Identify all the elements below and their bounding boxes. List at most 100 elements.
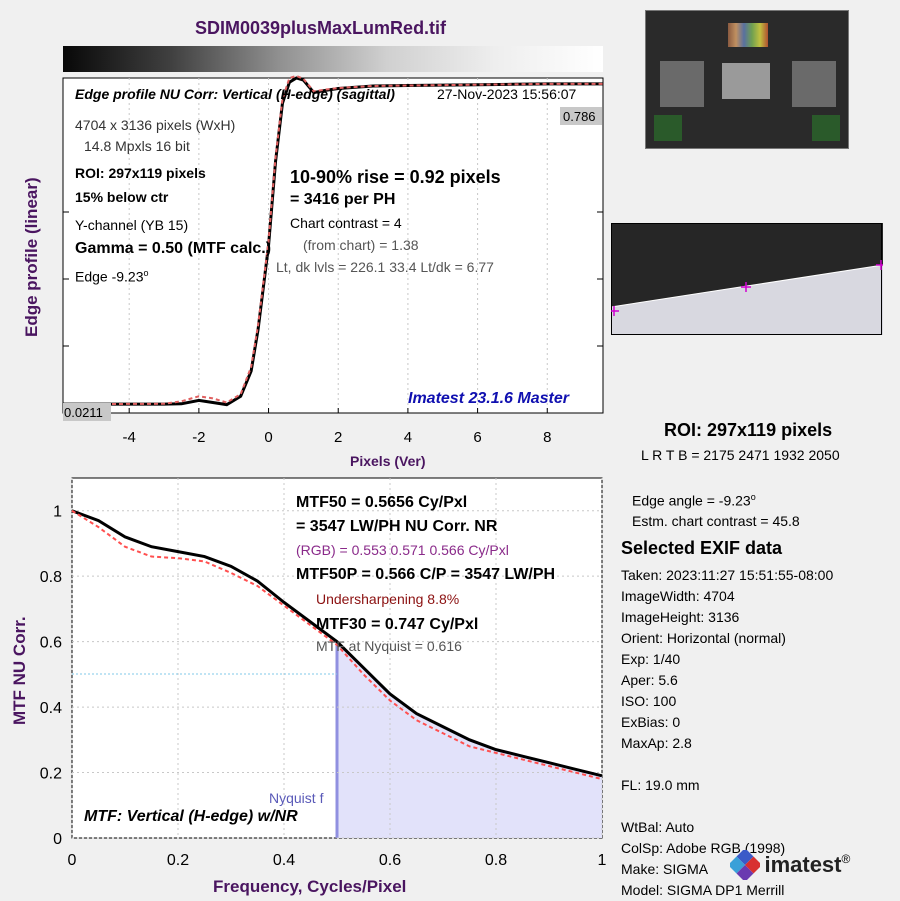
mtf50-text: MTF50 = 0.5656 Cy/Pxl [296,494,468,511]
per-ph-text: = 3416 per PH [290,191,396,208]
imatest-logo: imatest® [728,848,851,882]
edge-series-0 [63,76,603,407]
chart-thumbnail [645,10,849,149]
logo-text: imatest [764,852,842,877]
mtf-xtick-label: 0 [68,852,77,869]
nyq-text: MTF at Nyquist = 0.616 [316,638,462,654]
exif-aper: Aper: 5.6 [621,672,678,688]
roi-contrast: Estm. chart contrast = 45.8 [632,513,800,529]
thumb-center [722,63,770,99]
edge-heading: Edge profile NU Corr: Vertical (H-edge) … [75,86,395,102]
mtf-ytick-label: 0 [53,831,62,848]
edge-tick-label: -4 [123,429,136,446]
exif-fl: FL: 19.0 mm [621,777,700,793]
from-chart: (from chart) = 1.38 [303,237,419,253]
edge-tick-label: 0 [264,429,272,446]
mtf-xtick-label: 1 [598,852,607,869]
roi-edge-angle-value: Edge angle = -9.23 [632,492,751,509]
right-value-box [560,107,602,125]
mtf-series-1 [71,509,603,781]
roi-dark-region [611,223,883,307]
edge-channel: Y-channel (YB 15) [75,217,189,233]
mtf-xlabel: Frequency, Cycles/Pixel [213,877,407,896]
mtf-xtick-label: 0.4 [273,852,295,869]
edge-profile-plot: -4 -2 0 2 4 6 8 [62,74,604,446]
edge-gamma: Gamma = 0.50 (MTF calc.) [75,240,272,257]
edge-angle: Edge -9.23o [75,268,149,285]
edge-tick-label: 8 [543,429,551,446]
thumb-colorchecker [728,23,768,47]
left-value-box [63,403,111,421]
exif-orient: Orient: Horizontal (normal) [621,630,786,646]
lwph-text: = 3547 LW/PH NU Corr. NR [296,518,498,535]
mtf-xtick-label: 0.2 [167,852,189,869]
edge-angle-value: Edge -9.23 [75,268,144,285]
edge-grid [63,78,603,413]
mtf-xtick-label: 0.8 [485,852,507,869]
exif-exp: Exp: 1/40 [621,651,681,667]
edge-tick-label: 4 [404,429,412,446]
exif-iso: ISO: 100 [621,693,677,709]
mtf-grid [71,478,603,839]
under-text: Undersharpening 8.8% [316,591,460,607]
edge-tick-label: -2 [192,429,205,446]
edge-plot-area [62,77,604,414]
mtf50p-text: MTF50P = 0.566 C/P = 3547 LW/PH [296,566,556,583]
exif-wtbal: WtBal: Auto [621,819,695,835]
logo-mark-icon [728,848,762,882]
exif-height: ImageHeight: 3136 [621,609,740,625]
exif-taken: Taken: 2023:11:27 15:51:55-08:00 [621,567,834,583]
thumb-right-faces [792,61,836,107]
mtf-ytick-label: 0.2 [40,766,62,783]
density-strip [63,46,603,72]
roi-info-title: ROI: 297x119 pixels [664,420,833,440]
left-value: 0.0211 [64,405,103,420]
chart-contrast: Chart contrast = 4 [290,215,402,231]
mtf-tick-labels: 0 0.2 0.4 0.6 0.8 1 0 0.2 0.4 0.6 0.8 1 [40,504,607,869]
mtf-xtick-label: 0.6 [379,852,401,869]
edge-xlabel: Pixels (Ver) [350,453,426,469]
logo-reg: ® [841,851,851,866]
roi-markers [611,260,883,316]
mtf-ytick-label: 0.6 [40,635,62,652]
nyq-label: Nyquist f [269,790,324,806]
roi-preview [611,223,883,335]
roi-lrtb: L R T B = 2175 2471 1932 2050 [641,447,840,463]
edge-mpxls: 14.8 Mpxls 16 bit [84,138,190,154]
edge-tick-label: 6 [473,429,481,446]
edge-below: 15% below ctr [75,189,169,205]
roi-edge-line [611,264,883,308]
right-value: 0.786 [563,109,596,124]
roi-edge-angle-degree: o [750,492,756,502]
exif-model: Model: SIGMA DP1 Merrill [621,882,785,898]
edge-tick-labels: -4 -2 0 2 4 6 8 [123,429,552,446]
exif-exbias: ExBias: 0 [621,714,681,730]
exif-maxap: MaxAp: 2.8 [621,735,692,751]
edge-tick-label: 2 [334,429,342,446]
mtf-ytick-label: 0.8 [40,569,62,586]
exif-heading: Selected EXIF data [621,538,783,558]
exif-make: Make: SIGMA [621,861,709,877]
chart-title: SDIM0039plusMaxLumRed.tif [195,18,447,38]
mtf30-text: MTF30 = 0.747 Cy/Pxl [316,616,479,633]
mtf-ytick-label: 1 [53,504,62,521]
thumb-foliage [654,115,682,141]
rgb-text: (RGB) = 0.553 0.571 0.566 Cy/Pxl [296,542,509,558]
edge-series-1 [62,74,603,406]
edge-angle-degree: o [143,268,149,278]
mtf-series-0 [71,509,603,778]
mtf-lines [71,509,603,781]
version-label: Imatest 23.1.6 Master [408,390,569,407]
thumb-foliage-right [812,115,840,141]
levels-text: Lt, dk lvls = 226.1 33.4 Lt/dk = 6.77 [276,259,494,275]
edge-lines [62,74,603,407]
edge-pixels: 4704 x 3136 pixels (WxH) [75,117,236,133]
rise-text: 10-90% rise = 0.92 pixels [290,167,501,187]
thumb-left-faces [660,61,704,107]
mtf-footer: MTF: Vertical (H-edge) w/NR [84,808,298,825]
edge-date: 27-Nov-2023 15:56:07 [437,86,577,102]
mtf-ylabel: MTF NU Corr. [10,616,29,725]
exif-width: ImageWidth: 4704 [621,588,735,604]
edge-roi: ROI: 297x119 pixels [75,165,206,181]
